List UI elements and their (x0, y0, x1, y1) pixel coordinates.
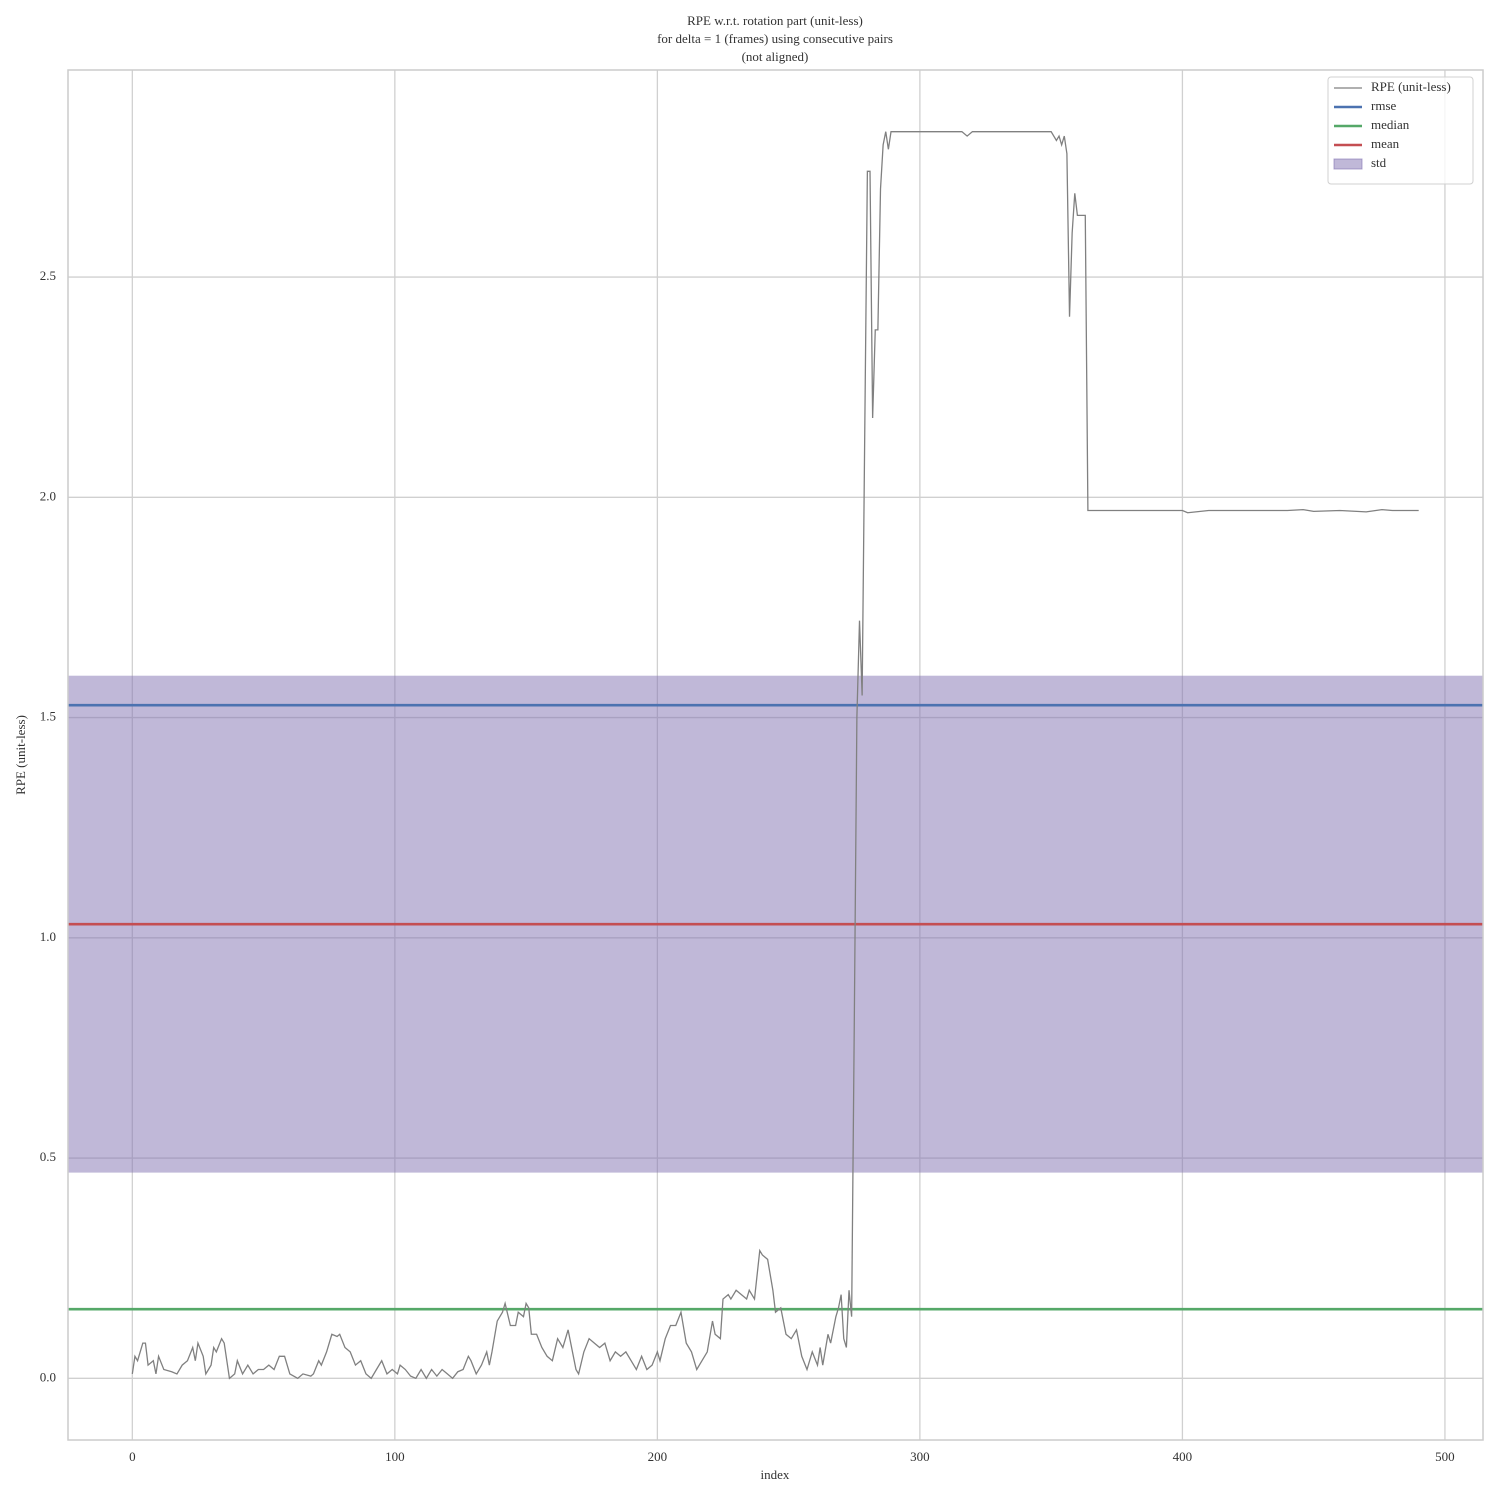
legend-swatch (1333, 158, 1363, 170)
plot-frame (67, 69, 1484, 1441)
legend-label: std (1371, 155, 1387, 170)
chart-title: (not aligned) (742, 49, 809, 64)
x-tick-label: 100 (385, 1449, 405, 1464)
y-tick-label: 0.0 (40, 1369, 56, 1384)
x-tick-label: 200 (648, 1449, 668, 1464)
data-line (131, 131, 1419, 1380)
legend-label: rmse (1371, 98, 1397, 113)
y-axis-label: RPE (unit-less) (13, 715, 28, 795)
y-tick-label: 0.5 (40, 1149, 56, 1164)
legend-label: RPE (unit-less) (1371, 79, 1451, 94)
x-axis-label: index (761, 1467, 790, 1482)
legend-box (1327, 76, 1474, 185)
legend-label: median (1371, 117, 1410, 132)
chart-title: for delta = 1 (frames) using consecutive… (657, 31, 893, 46)
x-tick-label: 400 (1173, 1449, 1193, 1464)
y-tick-label: 1.5 (40, 709, 56, 724)
y-tick-label: 2.5 (40, 268, 56, 283)
chart-title: RPE w.r.t. rotation part (unit-less) (687, 13, 863, 28)
legend-label: mean (1371, 136, 1400, 151)
x-tick-label: 500 (1435, 1449, 1455, 1464)
x-tick-label: 300 (910, 1449, 930, 1464)
x-tick-label: 0 (129, 1449, 136, 1464)
y-tick-label: 1.0 (40, 929, 56, 944)
y-tick-label: 2.0 (40, 488, 56, 503)
